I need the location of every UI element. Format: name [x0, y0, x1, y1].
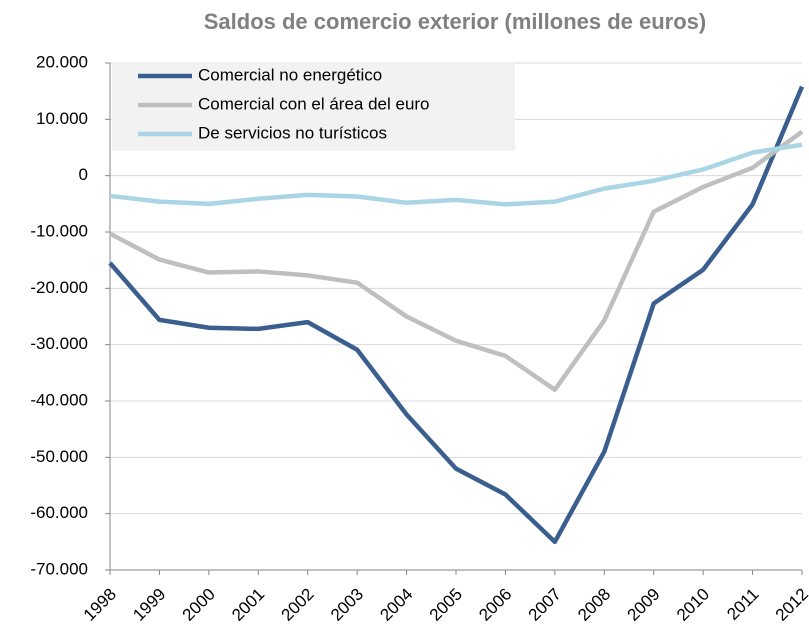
x-tick-label: 2006	[475, 585, 515, 625]
legend-label: Comercial con el área del euro	[198, 94, 430, 113]
x-tick-label: 2003	[327, 585, 367, 625]
y-tick-label: 10.000	[36, 109, 88, 128]
legend-label: De servicios no turísticos	[198, 123, 387, 142]
x-tick-label: 2008	[574, 585, 614, 625]
legend-label: Comercial no energético	[198, 65, 382, 84]
line-series	[108, 85, 805, 545]
line-series	[109, 142, 803, 207]
x-tick-label: 1998	[80, 585, 120, 625]
x-tick-label: 2012	[772, 585, 809, 625]
x-tick-label: 2010	[673, 585, 713, 625]
y-tick-label: -60.000	[30, 503, 88, 522]
y-tick-label: -70.000	[30, 559, 88, 578]
y-tick-label: -20.000	[30, 278, 88, 297]
x-tick-label: 2007	[525, 585, 565, 625]
line-series	[108, 129, 804, 392]
x-tick-label: 1999	[129, 585, 169, 625]
x-tick-label: 2002	[278, 585, 318, 625]
x-tick-label: 2000	[179, 585, 219, 625]
x-tick-label: 2001	[228, 585, 268, 625]
y-tick-label: 20.000	[36, 52, 88, 71]
x-tick-label: 2011	[723, 585, 762, 624]
y-tick-label: -50.000	[30, 447, 88, 466]
y-tick-label: 0	[79, 165, 88, 184]
x-tick-label: 2009	[624, 585, 664, 625]
y-tick-label: -30.000	[30, 334, 88, 353]
x-tick-label: 2005	[426, 585, 466, 625]
chart-title: Saldos de comercio exterior (millones de…	[204, 9, 707, 34]
y-tick-label: -10.000	[30, 221, 88, 240]
x-tick-label: 2004	[376, 585, 416, 625]
y-tick-label: -40.000	[30, 390, 88, 409]
